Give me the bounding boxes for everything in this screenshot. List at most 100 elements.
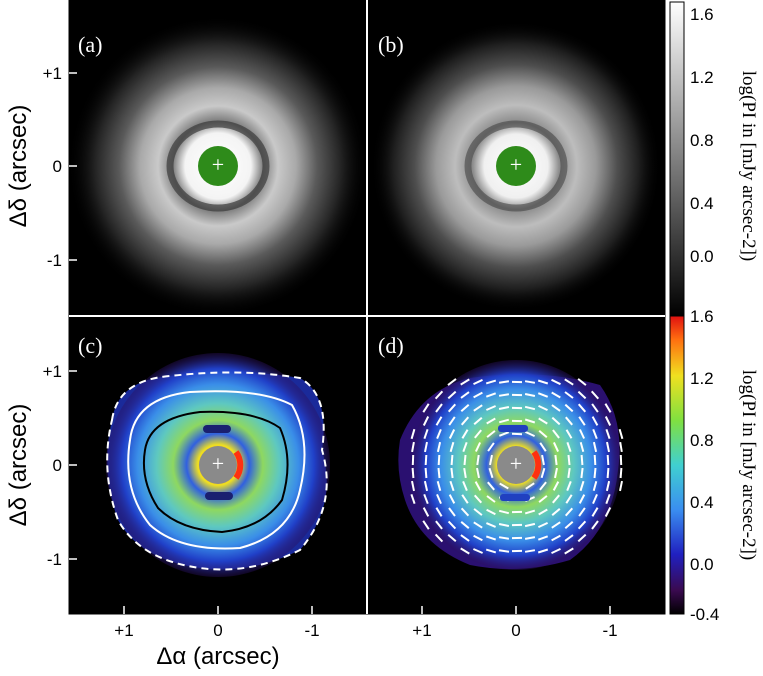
polarization-vector xyxy=(498,393,510,397)
colorbar-tick: 0.4 xyxy=(690,493,714,512)
polarization-vector xyxy=(537,548,549,554)
polarization-vector xyxy=(551,521,561,529)
polarization-vector xyxy=(447,390,457,400)
polarization-vector xyxy=(447,533,457,543)
polarization-vector xyxy=(539,442,547,452)
polarization-vector xyxy=(476,467,480,479)
polarization-vector xyxy=(424,467,428,479)
polarization-vector xyxy=(489,454,493,466)
polarization-vector xyxy=(565,494,573,504)
mask-disk xyxy=(497,446,535,484)
polarization-vector xyxy=(450,454,454,466)
polarization-vector xyxy=(463,454,467,466)
panel-b: + (b) xyxy=(367,0,665,316)
polarization-vector xyxy=(410,428,416,440)
polarization-vector xyxy=(448,507,456,517)
polarization-vector xyxy=(565,416,573,426)
colorbar-title: log(PI in [mJy arcsec-2]) xyxy=(738,370,759,560)
polarization-vector xyxy=(552,494,560,504)
polarization-vector xyxy=(619,467,623,479)
polarization-vector xyxy=(605,428,611,440)
polarization-vector xyxy=(449,441,455,453)
colorbar-tick: 1.2 xyxy=(690,369,714,388)
polarization-vector xyxy=(460,403,470,413)
polarization-vector xyxy=(473,494,483,504)
polarization-vector xyxy=(473,391,483,399)
polarization-vector xyxy=(473,416,483,426)
polarization-vector xyxy=(564,534,574,542)
polarization-vector xyxy=(460,547,470,555)
polarization-vector xyxy=(487,481,495,491)
polarization-vector xyxy=(591,520,599,530)
polarization-vector xyxy=(486,508,496,516)
polarization-vector xyxy=(473,548,483,554)
polarization-vector xyxy=(564,520,574,530)
polarization-vector xyxy=(579,480,585,492)
polarization-vector xyxy=(448,494,456,504)
polarization-vector xyxy=(564,391,574,399)
polarization-vector xyxy=(577,520,587,530)
polarization-vector xyxy=(592,428,598,440)
panel-a: + (a) xyxy=(69,0,367,316)
polarization-vector xyxy=(524,522,536,528)
polarization-vector xyxy=(591,507,599,517)
y-axis-label: Δδ (arcsec) xyxy=(5,404,32,527)
polarization-vector xyxy=(538,429,548,439)
polarization-vector xyxy=(473,521,483,529)
polarization-vector xyxy=(435,520,443,530)
colorbar-tick: 1.6 xyxy=(690,5,714,24)
x-tick-label: 0 xyxy=(213,621,222,640)
polarization-vector xyxy=(618,428,624,440)
polarization-vector xyxy=(474,442,482,452)
polarization-vector xyxy=(411,480,415,492)
polarization-vector xyxy=(486,430,496,438)
polarization-vector xyxy=(577,378,587,386)
y-tick-label: -1 xyxy=(47,550,62,569)
polarization-vector xyxy=(437,454,441,466)
polarization-vector xyxy=(590,390,600,400)
polarization-vector xyxy=(605,480,611,492)
polarization-vector xyxy=(538,404,548,412)
polarization-vector xyxy=(538,508,548,516)
polarization-vector xyxy=(473,378,483,386)
polarization-vector xyxy=(436,441,442,453)
polarization-vector xyxy=(486,405,496,411)
colorbar-tick: 0.8 xyxy=(690,431,714,450)
polarization-vector xyxy=(411,441,415,453)
x-tick-label: -1 xyxy=(602,621,617,640)
polarization-vector xyxy=(424,441,428,453)
polarization-vector xyxy=(498,536,510,540)
polarization-vector xyxy=(551,404,561,412)
polarization-vector xyxy=(577,390,587,400)
polarization-vector xyxy=(485,548,497,554)
colorbar-title: log(PI in [mJy arcsec-2]) xyxy=(738,71,759,261)
colorbar-gray: 1.6 1.2 0.8 0.4 0.0 log(PI in [mJy arcse… xyxy=(669,1,759,317)
polarization-vector xyxy=(551,391,561,399)
polarization-vector xyxy=(447,520,457,530)
polarization-vector xyxy=(524,430,536,438)
polarization-vector xyxy=(435,507,443,517)
polarization-vector xyxy=(580,454,584,466)
polarization-vector xyxy=(474,481,482,491)
polarization-vector xyxy=(498,431,510,437)
polarization-vector xyxy=(578,429,586,439)
y-tick-label: 0 xyxy=(53,456,62,475)
x-tick-label: +1 xyxy=(412,621,431,640)
polarization-vector xyxy=(551,547,561,555)
polarization-vector xyxy=(564,547,574,555)
polarization-vector xyxy=(436,429,442,439)
polarization-vector xyxy=(591,403,599,413)
polarization-vector xyxy=(485,535,497,541)
polarization-vector xyxy=(541,454,545,466)
polarization-vector xyxy=(488,467,494,479)
polarization-vector xyxy=(486,495,496,503)
polarization-vector xyxy=(499,482,509,490)
polarization-vector xyxy=(436,494,442,504)
contour-dashed xyxy=(106,371,328,571)
polarization-vector xyxy=(435,403,443,413)
contour-white xyxy=(127,390,306,550)
polarization-vector xyxy=(537,521,549,529)
polarization-vector xyxy=(566,481,572,491)
polarization-vector xyxy=(474,429,482,439)
polarization-vector xyxy=(524,405,536,411)
